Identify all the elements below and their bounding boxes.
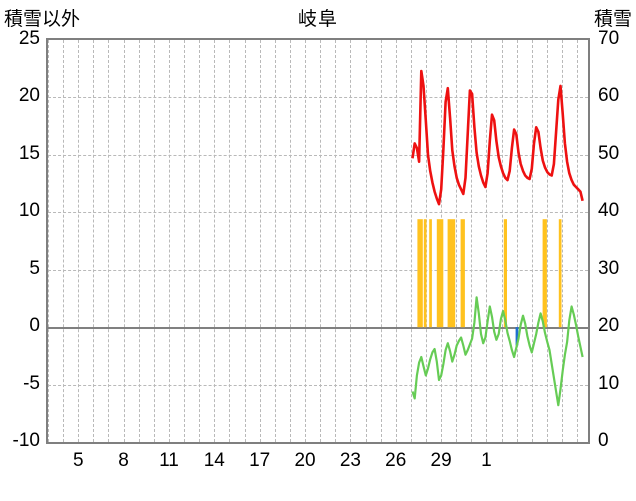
gridline-vertical: [244, 40, 246, 442]
gridline-vertical: [320, 40, 322, 442]
x-tick: 14: [203, 450, 225, 471]
gridline-vertical: [214, 40, 216, 442]
gridline-horizontal: [48, 97, 588, 99]
gridline-vertical: [199, 40, 201, 442]
gridline-vertical: [123, 40, 125, 442]
y-tick-left: 25: [18, 28, 40, 49]
x-tick: 11: [159, 450, 179, 471]
gridline-vertical: [229, 40, 231, 442]
gridline-vertical: [93, 40, 95, 442]
y-tick-right: 30: [598, 257, 620, 279]
x-tick: 8: [118, 450, 129, 471]
gridline-vertical: [562, 40, 564, 442]
x-tick: 17: [249, 450, 271, 471]
gridline-horizontal: [48, 269, 588, 271]
gridline-horizontal: [48, 154, 588, 156]
gridline-vertical: [289, 40, 291, 442]
gridline-vertical: [78, 40, 80, 442]
gridline-horizontal: [48, 384, 588, 386]
bar-precip-orange-bars: [558, 219, 562, 328]
gridline-vertical: [108, 40, 110, 442]
gridline-vertical: [501, 40, 503, 442]
gridline-vertical: [184, 40, 186, 442]
gridline-vertical: [168, 40, 170, 442]
y-tick-left: 15: [18, 142, 40, 164]
y-tick-left: 0: [29, 315, 40, 337]
gridline-vertical: [305, 40, 307, 442]
gridline-vertical: [546, 40, 548, 442]
y-tick-right: 50: [598, 142, 620, 164]
bar-precip-orange-bars: [503, 219, 507, 328]
y-tick-right: 0: [598, 430, 609, 451]
y-tick-right: 20: [598, 315, 620, 337]
y-tick-left: 5: [29, 257, 40, 279]
gridline-vertical: [410, 40, 412, 442]
x-tick: 29: [430, 450, 452, 471]
gridline-vertical: [380, 40, 382, 442]
x-tick: 23: [339, 450, 361, 471]
gridline-vertical: [335, 40, 337, 442]
y-tick-left: -5: [23, 372, 40, 394]
gridline-vertical: [365, 40, 367, 442]
y-tick-left: 20: [18, 85, 40, 107]
bar-precip-orange-bars: [436, 219, 444, 328]
x-tick: 26: [385, 450, 407, 471]
bar-snow-blue-bar: [515, 327, 519, 346]
y-tick-right: 10: [598, 372, 620, 394]
bar-precip-orange-bars: [460, 219, 465, 328]
plot-area: [46, 38, 590, 444]
y-tick-right: 60: [598, 85, 620, 107]
gridline-vertical: [577, 40, 579, 442]
chart-title: 岐阜: [297, 9, 338, 30]
x-tick: 5: [72, 450, 84, 471]
right-axis-title: 積雪: [593, 9, 632, 30]
gridline-vertical: [516, 40, 518, 442]
bar-precip-orange-bars: [447, 219, 456, 328]
bar-precip-orange-bars: [423, 219, 427, 328]
series-layer: [411, 69, 584, 407]
gridline-vertical: [395, 40, 397, 442]
gridline-vertical: [153, 40, 155, 442]
left-axis-title: 積雪以外: [4, 9, 81, 30]
gridline-vertical: [48, 40, 49, 442]
gridline-horizontal: [48, 212, 588, 214]
gridline-vertical: [63, 40, 65, 442]
gridline-vertical: [531, 40, 533, 442]
y-tick-left: 10: [18, 200, 40, 222]
bar-precip-orange-bars: [417, 219, 423, 328]
bar-precip-orange-bars: [429, 219, 432, 328]
line-temperature-red: [411, 69, 584, 206]
gridline-vertical: [350, 40, 352, 442]
bar-precip-orange-bars: [542, 219, 547, 328]
gridline-vertical: [471, 40, 473, 442]
y-tick-right: 40: [598, 200, 620, 222]
gridline-vertical: [274, 40, 276, 442]
gridline-vertical: [138, 40, 140, 442]
y-tick-left: -10: [12, 430, 40, 451]
gridline-vertical: [456, 40, 458, 442]
x-tick: 1: [481, 450, 492, 471]
y-tick-right: 70: [598, 28, 620, 49]
line-wind-green: [411, 296, 584, 407]
zero-line: [48, 327, 588, 330]
x-tick: 20: [294, 450, 316, 471]
gridline-vertical: [486, 40, 488, 442]
gridline-vertical: [259, 40, 261, 442]
